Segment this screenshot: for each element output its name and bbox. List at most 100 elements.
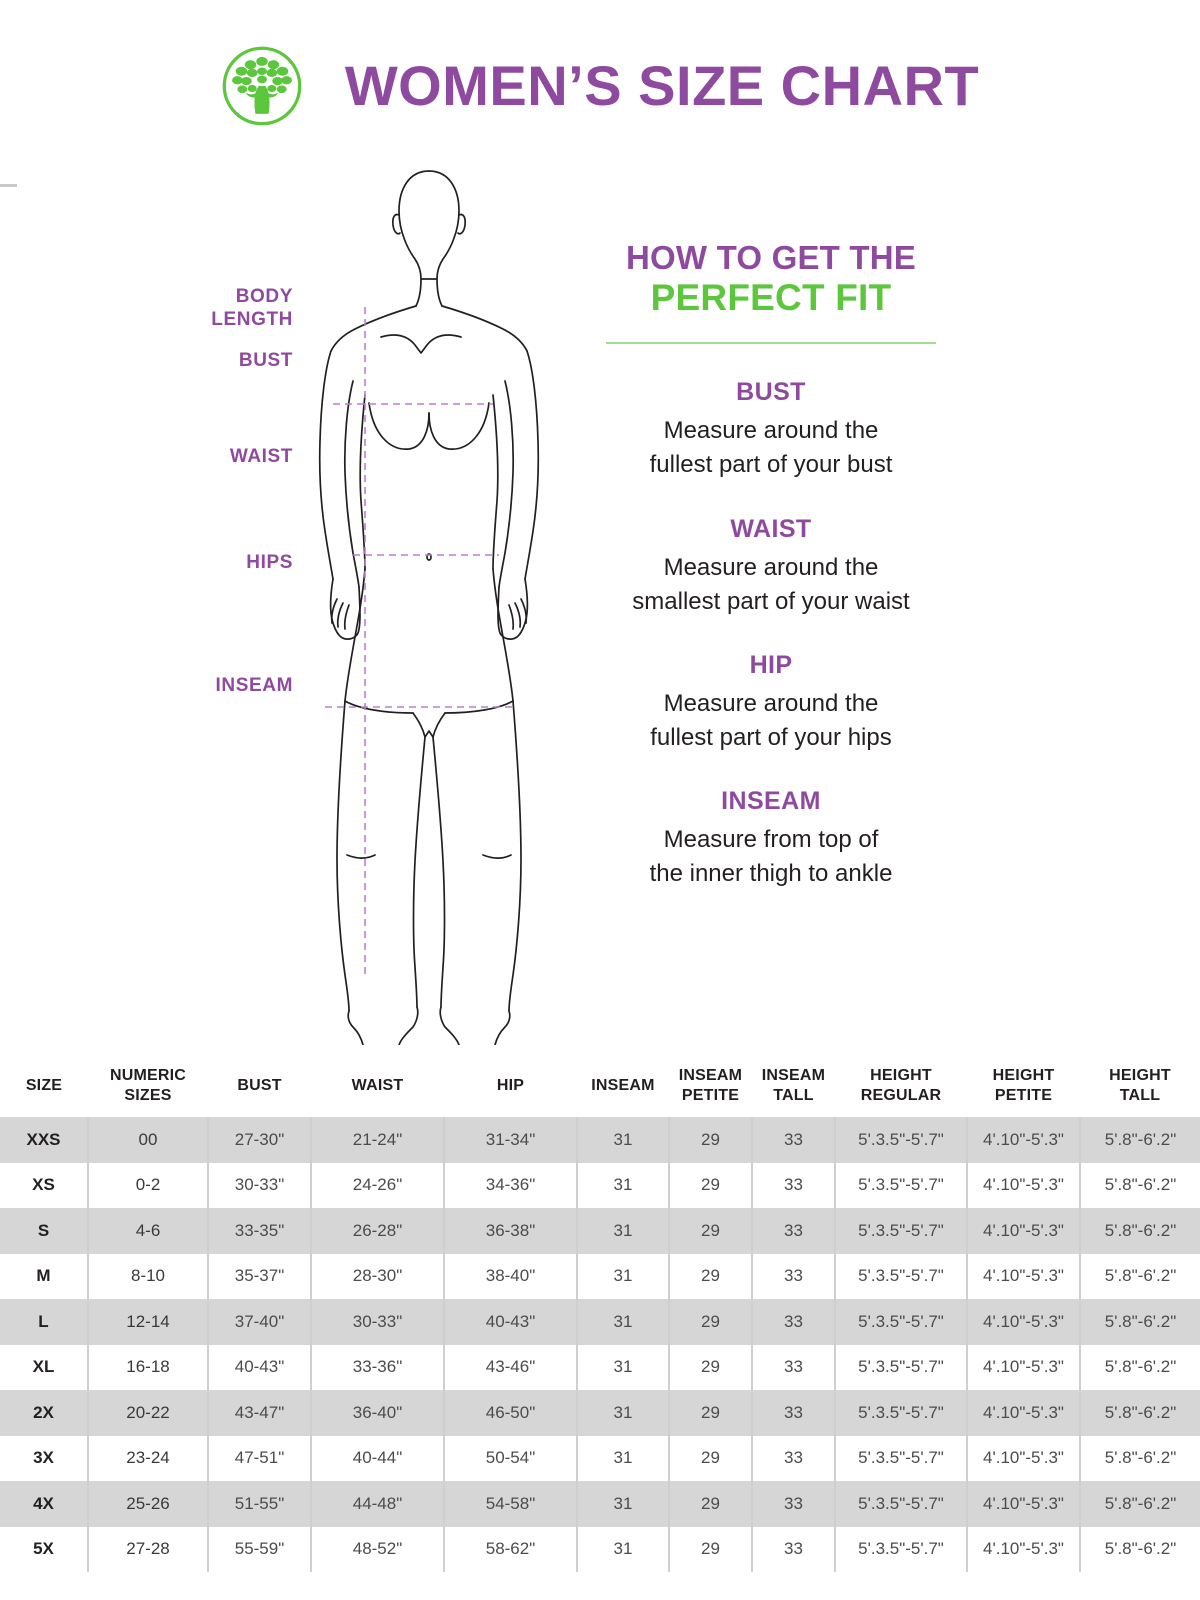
cell-numeric-sizes: 16-18 bbox=[87, 1344, 208, 1390]
table-row: L 12-14 37-40" 30-33" 40-43" 31 29 33 5'.3.5"-5'… bbox=[0, 1299, 1200, 1345]
column-header-height-regular: HEIGHT REGULAR bbox=[835, 1055, 967, 1117]
cell-height-tall: 5'.8"-6'.2" bbox=[1079, 1117, 1200, 1163]
cell-inseam-tall: 33 bbox=[751, 1435, 835, 1481]
cell-inseam: 31 bbox=[576, 1253, 669, 1299]
cell-hip: 31-34" bbox=[443, 1117, 577, 1163]
column-header-height-regular-line2: REGULAR bbox=[860, 1087, 942, 1104]
cell-hip: 38-40" bbox=[443, 1253, 577, 1299]
fit-item-inseam-desc: Measure from top of the inner thigh to a… bbox=[575, 823, 967, 891]
cell-waist: 44-48" bbox=[310, 1481, 444, 1527]
cell-numeric-sizes: 27-28 bbox=[87, 1526, 208, 1572]
fit-item-hip-desc-line2: fullest part of your hips bbox=[650, 723, 892, 751]
cell-height-regular: 5'.3.5"-5'.7" bbox=[834, 1208, 967, 1254]
column-header-height-petite-line1: HEIGHT bbox=[992, 1067, 1055, 1085]
figure-label-waist: WAIST bbox=[229, 446, 293, 467]
cell-waist: 26-28" bbox=[310, 1208, 444, 1254]
cell-height-regular: 5'.3.5"-5'.7" bbox=[834, 1481, 967, 1527]
cell-height-regular: 5'.3.5"-5'.7" bbox=[834, 1435, 967, 1481]
cell-numeric-sizes: 00 bbox=[87, 1117, 208, 1163]
cell-height-tall: 5'.8"-6'.2" bbox=[1079, 1299, 1200, 1345]
cell-height-tall: 5'.8"-6'.2" bbox=[1079, 1390, 1200, 1436]
cell-size: XS bbox=[32, 1175, 55, 1195]
column-header-height-petite: HEIGHT PETITE bbox=[967, 1055, 1080, 1117]
cell-size: 4X bbox=[0, 1481, 88, 1527]
fit-item-hip-desc: Measure around the fullest part of your … bbox=[575, 687, 967, 755]
cell-inseam-petite: 29 bbox=[668, 1526, 752, 1572]
cell-hip: 34-36" bbox=[443, 1162, 577, 1208]
cell-bust: 35-37" bbox=[207, 1253, 311, 1299]
fit-heading-line1: HOW TO GET THE bbox=[625, 239, 917, 276]
cell-size: 5X bbox=[33, 1539, 54, 1559]
cell-hip: 50-54" bbox=[443, 1435, 577, 1481]
cell-height-regular: 5'.3.5"-5'.7" bbox=[834, 1526, 967, 1572]
measurement-figure-panel: BODY LENGTH BUST WAIST HIPS INSEAM bbox=[185, 155, 555, 1046]
table-row: M 8-10 35-37" 28-30" 38-40" 31 29 33 5'.3.5"-5'.… bbox=[0, 1253, 1200, 1299]
cell-size: XXS bbox=[0, 1117, 88, 1163]
cell-inseam-petite: 29 bbox=[668, 1299, 752, 1345]
table-row: 2X 20-22 43-47" 36-40" 46-50" 31 29 33 5'.3.5"-5… bbox=[0, 1390, 1200, 1436]
fit-item-waist-desc-line2: smallest part of your waist bbox=[632, 587, 910, 615]
column-header-inseam-line1: INSEAM bbox=[591, 1077, 655, 1095]
column-header-inseam-tall-line1: INSEAM bbox=[761, 1067, 826, 1085]
cell-inseam: 31 bbox=[576, 1481, 669, 1527]
cell-inseam-tall: 33 bbox=[751, 1162, 835, 1208]
cell-height-petite: 4'.10"-5'.3" bbox=[966, 1117, 1080, 1163]
column-header-numeric-sizes: NUMERIC SIZES bbox=[88, 1055, 208, 1117]
cell-inseam: 31 bbox=[576, 1435, 669, 1481]
cell-hip: 40-43" bbox=[443, 1299, 577, 1345]
column-header-hip-line1: HIP bbox=[496, 1077, 525, 1095]
column-header-inseam-petite-line1: INSEAM bbox=[678, 1067, 743, 1085]
cell-inseam-petite: 29 bbox=[668, 1435, 752, 1481]
table-header: SIZE NUMERIC SIZES BUST WAIST HIP INSEAM INSEAM… bbox=[0, 1055, 1200, 1117]
cell-height-petite: 4'.10"-5'.3" bbox=[966, 1253, 1080, 1299]
cell-numeric-sizes: 4-6 bbox=[87, 1208, 208, 1254]
cell-height-tall: 5'.8"-6'.2" bbox=[1079, 1208, 1200, 1254]
cell-bust: 30-33" bbox=[207, 1162, 311, 1208]
cell-inseam-petite: 29 bbox=[668, 1117, 752, 1163]
page-header: WOMEN’S SIZE CHART bbox=[0, 26, 1200, 146]
cell-bust: 27-30" bbox=[207, 1117, 311, 1163]
cell-height-regular: 5'.3.5"-5'.7" bbox=[834, 1117, 967, 1163]
cell-height-regular: 5'.3.5"-5'.7" bbox=[834, 1162, 967, 1208]
cell-hip: 54-58" bbox=[443, 1481, 577, 1527]
cell-numeric-sizes: 20-22 bbox=[87, 1390, 208, 1436]
column-header-inseam-tall-line2: TALL bbox=[773, 1087, 814, 1104]
fit-item-inseam-desc-line1: Measure from top of bbox=[663, 825, 879, 853]
cell-waist: 21-24" bbox=[310, 1117, 444, 1163]
cell-numeric-sizes: 25-26 bbox=[87, 1481, 208, 1527]
cell-numeric-sizes: 23-24 bbox=[87, 1435, 208, 1481]
fit-item-inseam-desc-line2: the inner thigh to ankle bbox=[649, 859, 893, 887]
fit-item-hip-term: HIP bbox=[749, 650, 793, 679]
cell-inseam-tall: 33 bbox=[751, 1253, 835, 1299]
cell-height-tall: 5'.8"-6'.2" bbox=[1079, 1253, 1200, 1299]
cell-height-tall: 5'.8"-6'.2" bbox=[1079, 1481, 1200, 1527]
cell-waist: 28-30" bbox=[310, 1253, 444, 1299]
cell-bust: 43-47" bbox=[207, 1390, 311, 1436]
column-header-inseam: INSEAM bbox=[577, 1055, 669, 1117]
cell-hip: 46-50" bbox=[443, 1390, 577, 1436]
fit-item-waist-term: WAIST bbox=[730, 514, 812, 543]
cell-numeric-sizes: 8-10 bbox=[87, 1253, 208, 1299]
cell-inseam: 31 bbox=[576, 1344, 669, 1390]
figure-label-body-length: BODY LENGTH bbox=[211, 286, 293, 331]
cell-inseam-petite: 29 bbox=[668, 1390, 752, 1436]
column-header-height-petite-line2: PETITE bbox=[994, 1087, 1053, 1104]
cell-height-regular: 5'.3.5"-5'.7" bbox=[834, 1390, 967, 1436]
column-header-height-tall: HEIGHT TALL bbox=[1080, 1055, 1200, 1117]
column-header-bust: BUST bbox=[208, 1055, 311, 1117]
cell-height-petite: 4'.10"-5'.3" bbox=[966, 1481, 1080, 1527]
table-row: XS 0-2 30-33" 24-26" 34-36" 31 29 33 5'.3.5"-5'.… bbox=[0, 1162, 1200, 1208]
fit-item-bust-desc-line1: Measure around the bbox=[663, 417, 879, 445]
fit-item-waist-desc: Measure around the smallest part of your… bbox=[575, 551, 967, 619]
cell-waist: 48-52" bbox=[310, 1526, 444, 1572]
column-header-size: SIZE bbox=[0, 1055, 88, 1117]
cell-height-regular: 5'.3.5"-5'.7" bbox=[834, 1253, 967, 1299]
cell-inseam-tall: 33 bbox=[751, 1117, 835, 1163]
cell-inseam-tall: 33 bbox=[751, 1481, 835, 1527]
column-header-inseam-petite-line2: PETITE bbox=[681, 1087, 740, 1104]
fit-item-hip-desc-line1: Measure around the bbox=[663, 689, 879, 717]
column-header-height-tall-line2: TALL bbox=[1119, 1087, 1161, 1104]
cell-hip: 43-46" bbox=[443, 1344, 577, 1390]
edge-marker bbox=[0, 184, 17, 187]
figure-label-bust: BUST bbox=[238, 350, 293, 371]
